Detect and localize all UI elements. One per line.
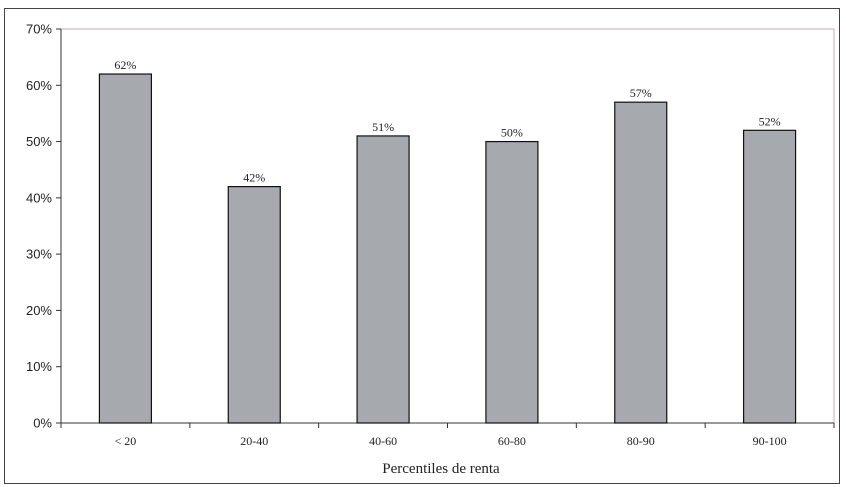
y-tick-label: 50% — [26, 134, 52, 149]
y-tick-label: 70% — [26, 22, 52, 37]
y-tick-label: 10% — [26, 359, 52, 374]
x-tick-label: < 20 — [115, 434, 137, 448]
x-tick-label: 90-100 — [753, 434, 787, 448]
x-axis-title: Percentiles de renta — [382, 461, 500, 477]
y-tick-label: 20% — [26, 303, 52, 318]
x-tick-label: 20-40 — [240, 434, 268, 448]
data-label: 51% — [372, 120, 394, 134]
y-tick-label: 60% — [26, 78, 52, 93]
bar — [614, 101, 668, 424]
data-label: 52% — [759, 114, 781, 128]
bar — [98, 73, 153, 424]
y-tick-label: 30% — [26, 247, 52, 262]
bar — [485, 140, 539, 424]
data-label: 42% — [243, 171, 265, 185]
bar — [227, 186, 281, 424]
y-tick-label: 40% — [26, 190, 52, 205]
plot-area — [60, 28, 835, 424]
bar — [356, 135, 410, 424]
x-tick-label: 40-60 — [369, 434, 397, 448]
x-tick-label: 80-90 — [627, 434, 655, 448]
data-label: 57% — [630, 86, 652, 100]
y-tick-label: 0% — [33, 416, 52, 431]
bar — [742, 129, 797, 424]
data-label: 62% — [114, 58, 136, 72]
data-label: 50% — [501, 126, 523, 140]
x-tick-label: 60-80 — [498, 434, 526, 448]
